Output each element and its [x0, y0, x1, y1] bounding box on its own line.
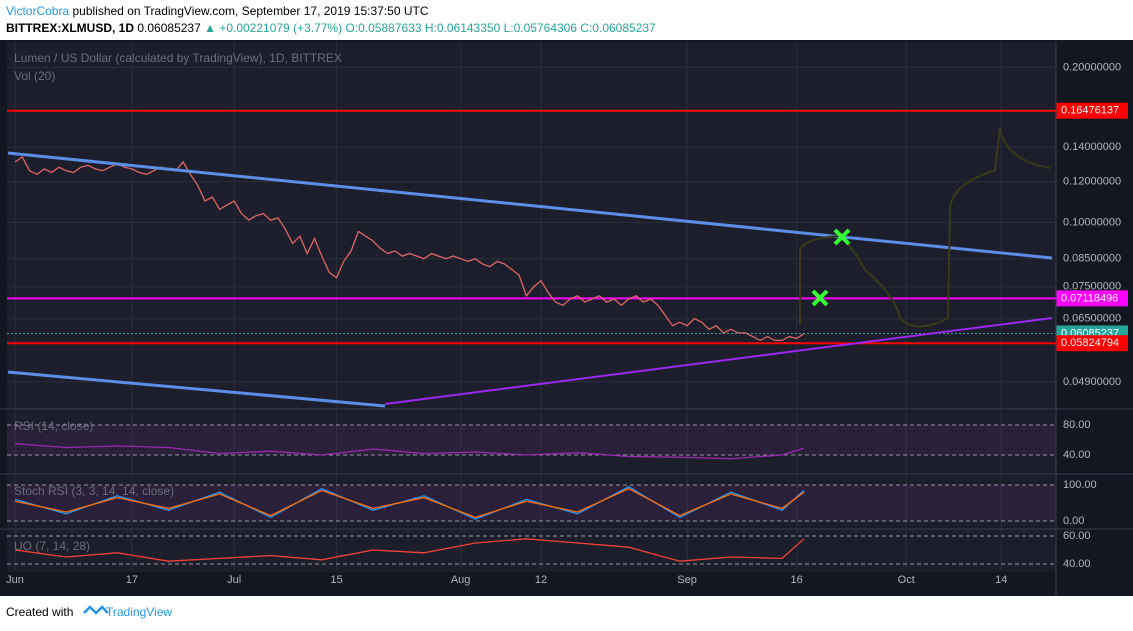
x-tick-label: 12 — [535, 574, 547, 586]
y-tick-label: 0.00 — [1063, 515, 1084, 527]
level-label: 0.05824794 — [1061, 337, 1119, 349]
symbol-line: BITTREX:XLMUSD, 1D 0.06085237 ▲ +0.00221… — [6, 21, 656, 35]
y-tick-label: 0.20000000 — [1063, 61, 1121, 73]
pane-title: UO (7, 14, 28) — [14, 539, 90, 553]
y-tick-label: 100.00 — [1063, 479, 1097, 491]
trend-line — [384, 317, 1053, 405]
level-tag — [1056, 335, 1128, 352]
x-tick-label: Oct — [898, 574, 915, 586]
header-line: VictorCobra published on TradingView.com… — [6, 4, 429, 18]
published: published on TradingView.com, September … — [72, 4, 428, 18]
footer-brand[interactable]: TradingView — [106, 605, 172, 619]
x-tick-label: Sep — [677, 574, 697, 586]
series-line — [14, 443, 805, 460]
y-tick-label: 40.00 — [1063, 449, 1091, 461]
y-tick-label: 0.07500000 — [1063, 281, 1121, 293]
author[interactable]: VictorCobra — [6, 4, 69, 18]
series-line — [14, 487, 805, 519]
brand-logo — [83, 605, 109, 615]
band — [7, 485, 1056, 522]
x-tick-label: 16 — [791, 574, 803, 586]
pane-title: Lumen / US Dollar (calculated by Trading… — [14, 51, 342, 65]
pane-title: RSI (14, close) — [14, 419, 93, 433]
level-label: 0.16476137 — [1061, 105, 1119, 117]
y-tick-label: 80.00 — [1063, 419, 1091, 431]
x-tick-label: Jun — [6, 574, 24, 586]
footer-created: Created with — [6, 605, 73, 619]
pane-subtitle: Vol (20) — [14, 69, 55, 83]
x-tick-label: 15 — [330, 574, 342, 586]
y-tick-label: 0.10000000 — [1063, 216, 1121, 228]
ohlc: O:0.05887633 H:0.06143350 L:0.05764306 C… — [345, 21, 656, 35]
x-tick-label: Jul — [227, 574, 241, 586]
level-tag — [1056, 290, 1128, 307]
y-tick-label: 0.08500000 — [1063, 253, 1121, 265]
band — [7, 424, 1056, 455]
series-line — [14, 538, 805, 562]
plot-bg — [7, 42, 1056, 572]
series-line — [14, 155, 805, 342]
y-tick-label: 0.14000000 — [1063, 141, 1121, 153]
x-mark — [811, 289, 829, 307]
symbol: BITTREX:XLMUSD, 1D — [6, 21, 134, 35]
pane-title: Stoch RSI (3, 3, 14, 14, close) — [14, 484, 174, 498]
y-tick-label: 0.12000000 — [1063, 175, 1121, 187]
change: ▲ +0.00221079 (+3.77%) — [204, 21, 342, 35]
level-label: 0.07118496 — [1061, 292, 1118, 304]
y-tick-label: 60.00 — [1063, 530, 1091, 542]
trend-line — [7, 151, 1053, 260]
x-tick-label: 17 — [126, 574, 138, 586]
y-tick-label: 0.04900000 — [1063, 376, 1121, 388]
x-mark — [833, 228, 851, 246]
y-tick-label: 40.00 — [1063, 558, 1091, 570]
trend-line — [7, 370, 386, 408]
last: 0.06085237 — [137, 21, 201, 35]
x-tick-label: 14 — [995, 574, 1007, 586]
y-tick-label: 0.06500000 — [1063, 313, 1121, 325]
level-tag — [1056, 102, 1128, 119]
x-tick-label: Aug — [451, 574, 471, 586]
